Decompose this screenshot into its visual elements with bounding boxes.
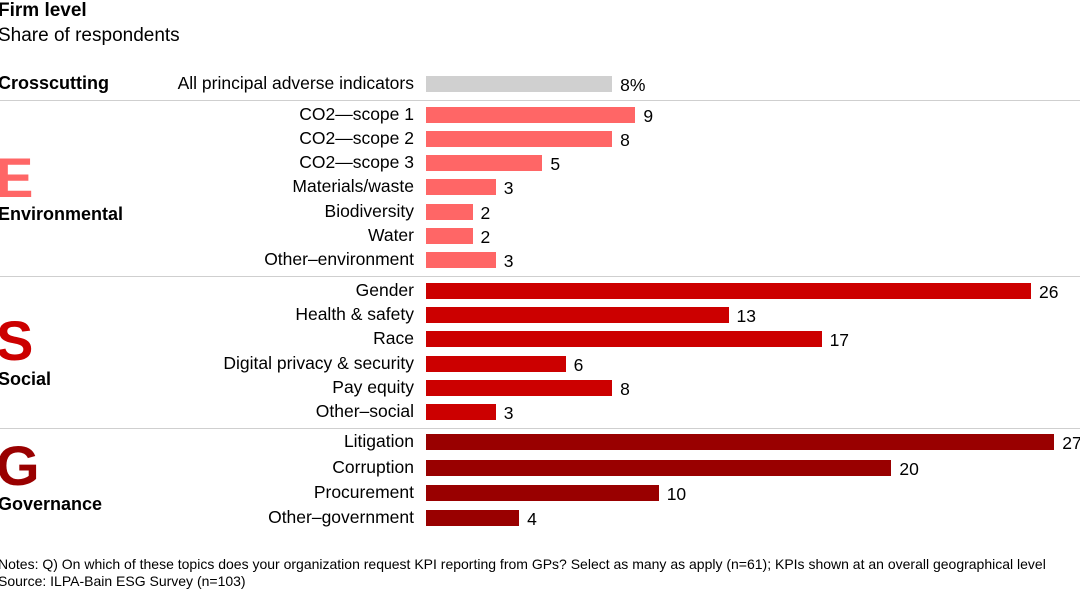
category-label: CO2—scope 1 (299, 104, 414, 124)
category-label: CO2—scope 2 (299, 128, 414, 148)
divider (0, 428, 1080, 429)
category-label: Race (373, 328, 414, 348)
value-label: 2 (480, 203, 491, 223)
bar (426, 404, 496, 420)
value-label: 4 (527, 509, 537, 529)
chart-title: Firm level (0, 0, 87, 21)
category-label: Gender (355, 280, 414, 300)
value-label: 8 (620, 379, 630, 399)
group-label-social: Social (0, 369, 52, 389)
category-label: Corruption (332, 457, 414, 477)
bar (426, 179, 496, 195)
category-label: Health & safety (295, 304, 414, 324)
value-label: 17 (829, 330, 850, 350)
bar (426, 485, 659, 501)
category-label: CO2—scope 3 (299, 152, 414, 172)
group-label-crosscutting: Crosscutting (0, 73, 110, 93)
notes-text: Notes: Q) On which of these topics does … (0, 556, 1046, 572)
bar (426, 434, 1055, 450)
group-label-governance: Governance (0, 494, 103, 514)
bar (426, 380, 613, 396)
bar (426, 155, 543, 171)
group-letter-g: G (0, 434, 40, 497)
source-text: Source: ILPA-Bain ESG Survey (n=103) (0, 573, 246, 589)
value-label: 9 (643, 106, 654, 126)
value-label: 13 (736, 306, 756, 326)
bar (426, 76, 613, 92)
group-letter-e: E (0, 146, 34, 209)
value-label: 20 (899, 459, 919, 479)
category-label: Other–social (315, 401, 414, 421)
category-label: Procurement (313, 482, 414, 502)
chart-subtitle: Share of respondents (0, 25, 180, 46)
value-label: 3 (503, 251, 514, 271)
value-label: 8 (620, 130, 630, 150)
category-label: Biodiversity (324, 201, 414, 221)
value-label: 2 (480, 227, 491, 247)
group-letter-s: S (0, 309, 34, 372)
bar (426, 307, 729, 323)
category-label: All principal adverse indicators (177, 73, 414, 93)
value-label: 6 (573, 355, 584, 375)
value-label: 26 (1039, 282, 1059, 302)
category-label: Materials/waste (292, 176, 414, 196)
bar (426, 131, 613, 147)
category-label: Water (367, 225, 414, 245)
category-label: Litigation (343, 431, 414, 451)
divider (0, 276, 1080, 277)
value-label: 8% (620, 75, 646, 95)
value-label: 10 (666, 484, 687, 504)
bar (426, 204, 473, 220)
bar (426, 356, 566, 372)
category-label: Other–environment (264, 249, 414, 269)
category-label: Pay equity (332, 377, 414, 397)
value-label: 5 (550, 154, 561, 174)
value-label: 27 (1062, 433, 1080, 453)
bar (426, 283, 1031, 299)
bar (426, 252, 496, 268)
value-label: 3 (503, 403, 514, 423)
category-label: Other–government (268, 507, 414, 527)
bar (426, 228, 473, 244)
bar (426, 331, 822, 347)
divider (0, 100, 1080, 101)
bar (426, 107, 636, 123)
group-label-environmental: Environmental (0, 204, 124, 224)
value-label: 3 (503, 178, 514, 198)
bar (426, 510, 520, 526)
category-label: Digital privacy & security (223, 353, 414, 373)
footnotes: Notes: Q) On which of these topics does … (0, 556, 1058, 590)
bar (426, 460, 892, 476)
